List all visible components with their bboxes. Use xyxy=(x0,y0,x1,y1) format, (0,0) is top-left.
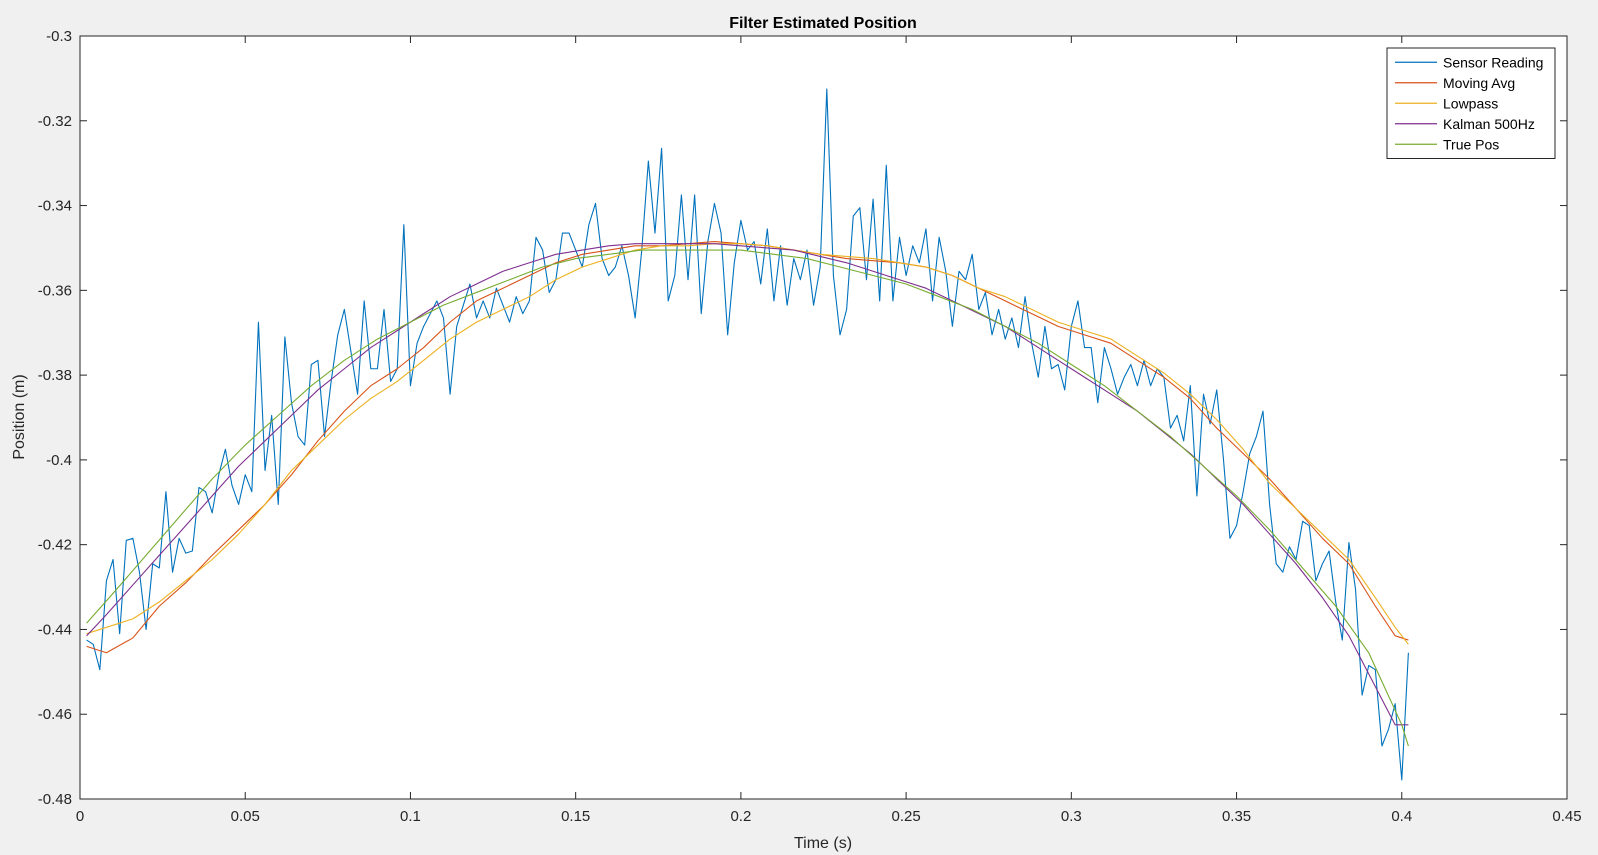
axis-ticks: 0 0.05 0.1 0.15 0.2 0.25 0.3 0.35 0.4 0.45 -0.48 -0… xyxy=(38,28,1582,825)
legend-label: Moving Avg xyxy=(1443,75,1515,91)
x-tick-label: 0.25 xyxy=(892,808,921,825)
y-tick-label: -0.38 xyxy=(38,367,72,384)
y-tick-label: -0.46 xyxy=(38,706,72,723)
y-tick-label: -0.44 xyxy=(38,621,72,638)
x-tick-label: 0.05 xyxy=(231,808,260,825)
x-tick-label: 0.4 xyxy=(1391,808,1412,825)
chart-title: Filter Estimated Position xyxy=(729,15,917,32)
legend: Sensor Reading Moving Avg Lowpass Kalman 50… xyxy=(1386,47,1556,159)
legend-label: Lowpass xyxy=(1443,95,1498,111)
x-tick-label: 0 xyxy=(76,808,84,825)
series-line-sensor-reading xyxy=(86,88,1409,781)
x-tick-label: 0.1 xyxy=(400,808,421,825)
legend-label: Kalman 500Hz xyxy=(1443,116,1535,132)
x-axis-label: Time (s) xyxy=(794,835,852,852)
y-tick-label: -0.48 xyxy=(38,791,72,808)
y-tick-label: -0.32 xyxy=(38,113,72,130)
y-tick-label: -0.34 xyxy=(38,198,72,215)
y-tick-label: -0.42 xyxy=(38,537,72,554)
series-lines xyxy=(86,88,1409,781)
x-tick-label: 0.15 xyxy=(561,808,590,825)
series-line-lowpass xyxy=(86,243,1409,645)
x-tick-label: 0.45 xyxy=(1552,808,1581,825)
x-tick-label: 0.2 xyxy=(730,808,751,825)
x-tick-label: 0.35 xyxy=(1222,808,1251,825)
legend-label: True Pos xyxy=(1443,136,1499,152)
y-tick-label: -0.36 xyxy=(38,282,72,299)
plot-area xyxy=(79,35,1568,800)
x-tick-label: 0.3 xyxy=(1061,808,1082,825)
legend-label: Sensor Reading xyxy=(1443,54,1543,70)
y-tick-label: -0.3 xyxy=(46,28,72,45)
y-axis-label: Position (m) xyxy=(11,374,28,459)
y-tick-label: -0.4 xyxy=(46,452,72,469)
series-line-true-pos xyxy=(86,249,1409,747)
